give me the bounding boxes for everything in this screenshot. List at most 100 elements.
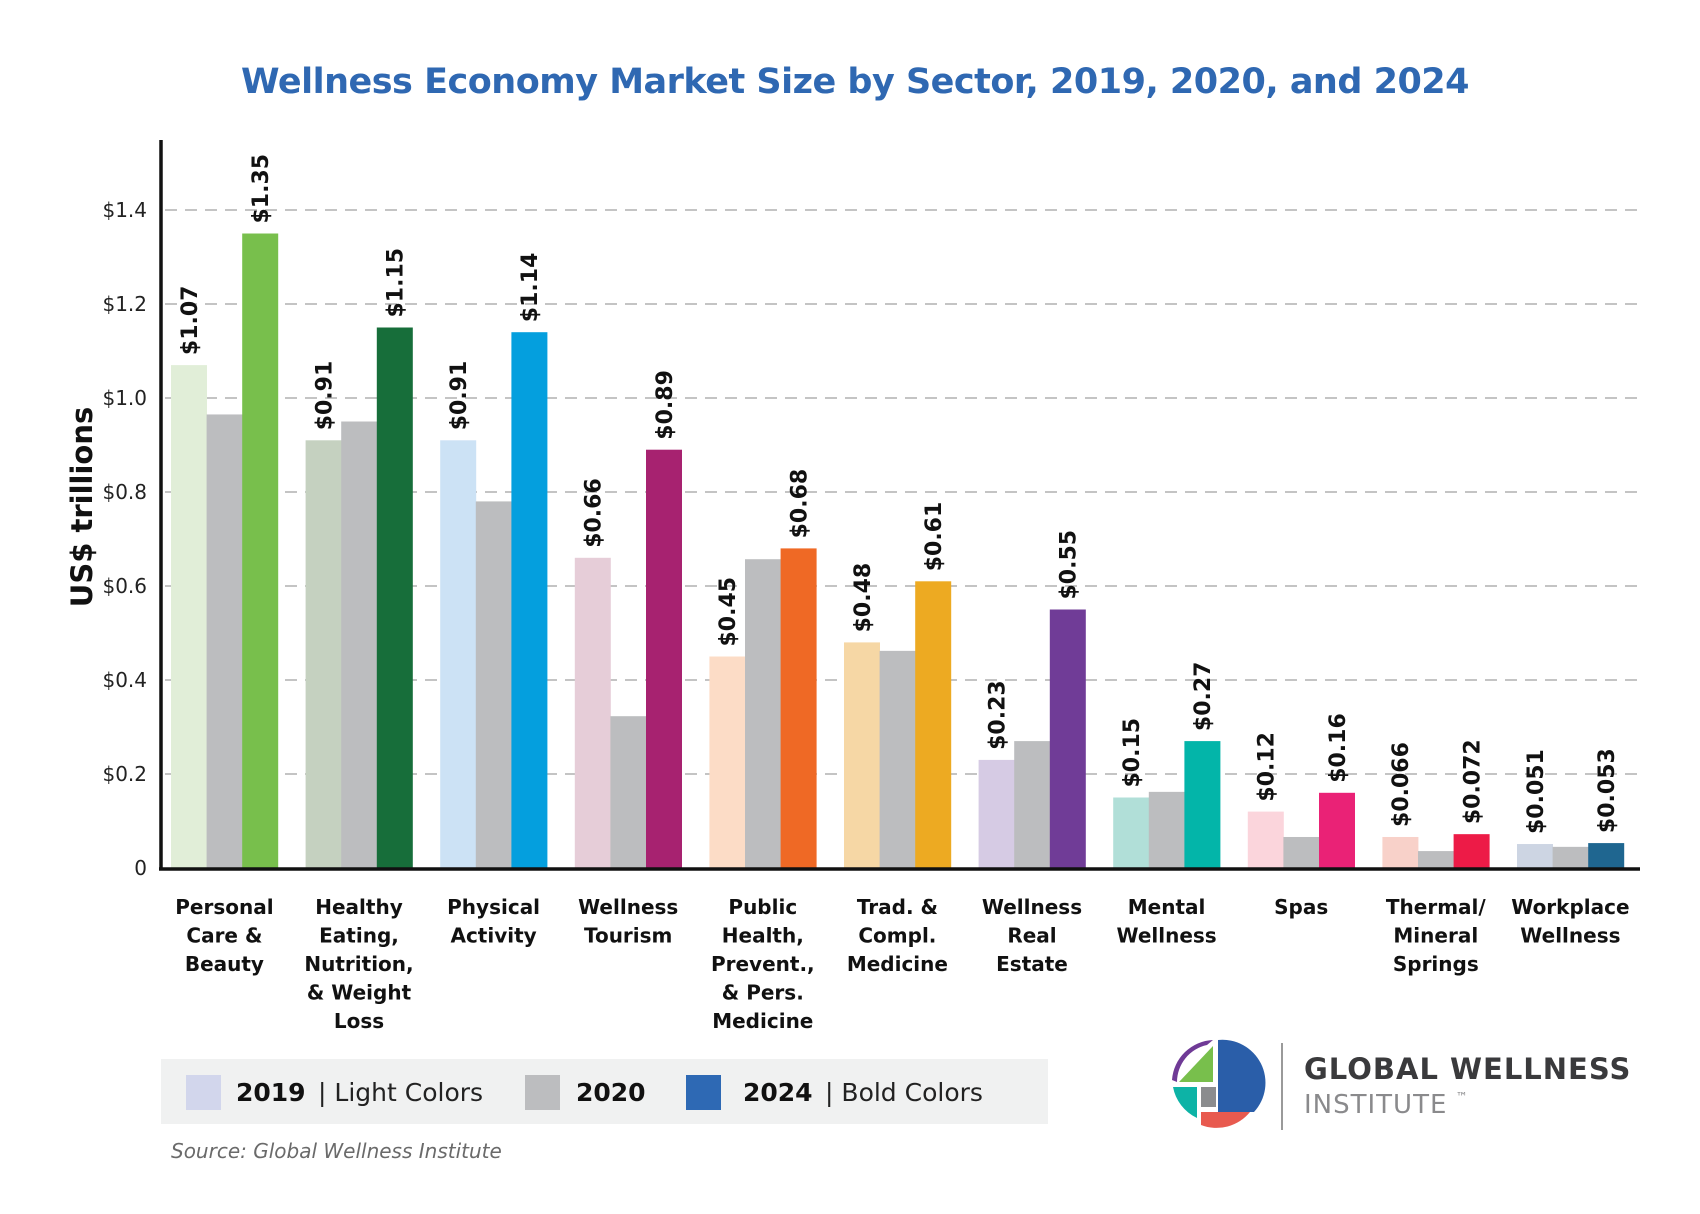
bar-2019-6 xyxy=(978,759,1015,868)
bar-2024-6 xyxy=(1049,609,1086,868)
data-label-2024-5: $0.61 xyxy=(922,502,947,572)
category-label-1: Healthy Eating, Nutrition, & Weight Loss xyxy=(304,895,413,1033)
category-label-7: Mental Wellness xyxy=(1116,895,1216,948)
bar-2020-9 xyxy=(1418,851,1454,868)
bar-2020-4 xyxy=(745,559,781,868)
data-label-2019-9: $0.066 xyxy=(1389,742,1414,827)
data-label-2019-7: $0.15 xyxy=(1120,718,1145,788)
legend-item-2024: 2024 | Bold Colors xyxy=(743,1078,983,1107)
bar-2024-1 xyxy=(376,327,413,868)
data-label-2024-9: $0.072 xyxy=(1460,739,1485,824)
bar-2019-2 xyxy=(440,440,477,868)
gwi-logo: GLOBAL WELLNESS INSTITUTE ™ xyxy=(1172,1039,1631,1130)
y-tick-label: $0.8 xyxy=(102,480,147,504)
bar-2020-5 xyxy=(879,650,916,868)
category-label-2: Physical Activity xyxy=(447,895,540,948)
data-label-2024-3: $0.89 xyxy=(653,370,678,440)
data-label-2019-10: $0.051 xyxy=(1524,749,1549,834)
legend-desc-2019: | Light Colors xyxy=(318,1078,483,1107)
bar-2019-10 xyxy=(1517,844,1553,868)
bar-2019-1 xyxy=(305,440,342,868)
bar-2024-0 xyxy=(242,233,279,868)
bar-2024-9 xyxy=(1453,834,1490,868)
category-label-10: Workplace Wellness xyxy=(1511,895,1629,948)
data-label-2024-2: $1.14 xyxy=(518,253,543,323)
data-label-2024-8: $0.16 xyxy=(1326,713,1351,783)
y-axis-ticks: 0 $0.2 $0.4 $0.6 $0.8 $1.0 $1.2 $1.4 xyxy=(102,198,147,880)
logo-text-line1: GLOBAL WELLNESS xyxy=(1304,1052,1631,1086)
trademark-symbol: ™ xyxy=(1456,1090,1468,1104)
data-label-2024-7: $0.27 xyxy=(1191,662,1216,732)
chart-title: Wellness Economy Market Size by Sector, … xyxy=(241,62,1469,102)
data-label-2024-4: $0.68 xyxy=(787,469,812,539)
bar-2020-8 xyxy=(1283,836,1320,868)
source-note: Source: Global Wellness Institute xyxy=(171,1139,502,1163)
category-label-8: Spas xyxy=(1274,895,1328,919)
bar-2020-6 xyxy=(1014,741,1051,868)
legend-background xyxy=(161,1059,1048,1124)
legend-year-2024: 2024 xyxy=(743,1078,813,1107)
bars xyxy=(171,233,1625,868)
bar-2019-4 xyxy=(709,656,746,868)
legend-desc-2024: | Bold Colors xyxy=(825,1078,983,1107)
data-label-2019-2: $0.91 xyxy=(447,361,472,431)
data-label-2019-8: $0.12 xyxy=(1255,732,1280,802)
data-label-2024-10: $0.053 xyxy=(1595,748,1620,833)
y-tick-label: $1.2 xyxy=(102,292,147,316)
bar-2020-1 xyxy=(341,421,378,868)
bar-2020-10 xyxy=(1552,846,1589,868)
bar-2019-8 xyxy=(1247,811,1284,868)
y-axis-label: US$ trillions xyxy=(65,407,99,607)
bar-2019-9 xyxy=(1382,836,1419,868)
legend-swatch-2020 xyxy=(525,1075,560,1110)
bar-2024-5 xyxy=(915,581,952,868)
y-tick-label: $0.6 xyxy=(102,574,147,598)
bar-2020-7 xyxy=(1148,791,1185,868)
bar-2020-3 xyxy=(610,716,647,868)
data-label-2019-3: $0.66 xyxy=(582,478,607,548)
data-label-2019-4: $0.45 xyxy=(716,577,741,647)
category-label-9: Thermal/Mineral Springs xyxy=(1386,895,1487,976)
y-tick-label: $1.0 xyxy=(102,386,147,410)
data-label-2024-0: $1.35 xyxy=(249,154,274,224)
category-label-4: Public Health, Prevent., & Pers. Medicine xyxy=(711,895,815,1033)
bar-2019-7 xyxy=(1113,797,1150,868)
bar-2024-10 xyxy=(1588,843,1625,868)
legend-item-2019: 2019 | Light Colors xyxy=(236,1078,483,1107)
bar-2020-2 xyxy=(475,501,512,868)
logo-text-line2: INSTITUTE ™ xyxy=(1304,1090,1468,1120)
y-tick-label: 0 xyxy=(134,856,147,880)
legend: 2019 | Light Colors 2020 2024 | Bold Col… xyxy=(161,1059,1048,1124)
logo-institute: INSTITUTE xyxy=(1304,1090,1447,1120)
data-labels: $1.07 $0.91 $0.91 $0.66 $0.45 $0.48 $0.23 $0.15… xyxy=(178,154,1620,834)
bar-2020-0 xyxy=(206,414,243,868)
bar-2019-0 xyxy=(171,365,207,868)
y-tick-label: $0.4 xyxy=(102,668,147,692)
data-label-2019-0: $1.07 xyxy=(178,286,203,356)
gwi-logo-mark-icon xyxy=(1172,1039,1266,1128)
category-label-0: Personal Care & Beauty xyxy=(175,895,273,976)
bar-2024-3 xyxy=(646,449,682,868)
data-label-2019-1: $0.91 xyxy=(312,361,337,431)
bar-2024-4 xyxy=(780,548,817,868)
data-label-2024-1: $1.15 xyxy=(384,248,409,318)
legend-swatch-2019 xyxy=(186,1075,221,1110)
data-label-2019-5: $0.48 xyxy=(851,563,876,633)
y-tick-label: $1.4 xyxy=(102,198,147,222)
category-label-5: Trad. & Compl. Medicine xyxy=(847,895,948,976)
bar-2024-2 xyxy=(511,332,548,868)
bar-2019-3 xyxy=(574,557,611,868)
x-axis-category-labels: Personal Care & Beauty Healthy Eating, Nutrit… xyxy=(175,895,1629,1033)
legend-swatch-2024 xyxy=(686,1075,721,1110)
category-label-3: Wellness Tourism xyxy=(578,895,678,948)
legend-year-2020: 2020 xyxy=(576,1078,646,1107)
data-label-2019-6: $0.23 xyxy=(985,680,1010,750)
data-label-2024-6: $0.55 xyxy=(1057,530,1082,600)
y-tick-label: $0.2 xyxy=(102,762,147,786)
bar-2024-7 xyxy=(1184,741,1221,868)
bar-2019-5 xyxy=(844,642,880,868)
legend-year-2019: 2019 xyxy=(236,1078,306,1107)
legend-item-2020: 2020 xyxy=(576,1078,646,1107)
category-label-6: Wellness Real Estate xyxy=(982,895,1082,976)
